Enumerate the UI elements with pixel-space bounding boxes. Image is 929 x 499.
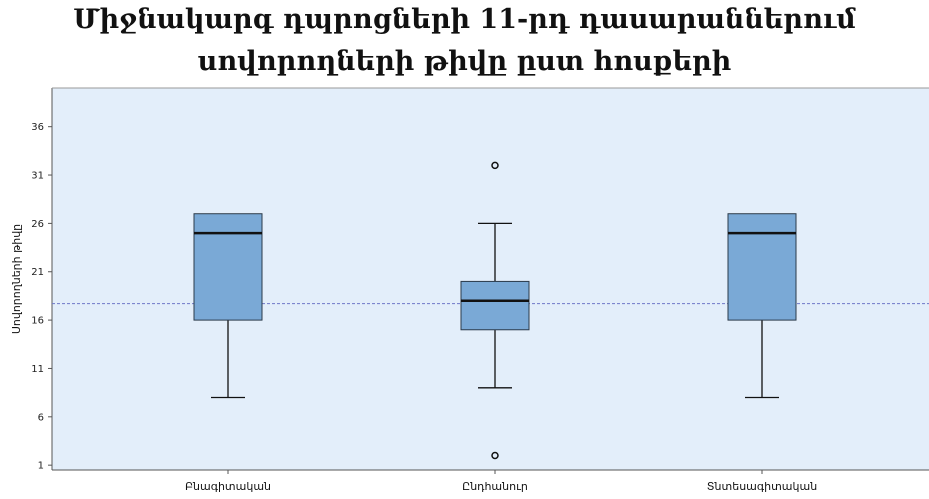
x-tick-label-2: Ընդհանուր [462, 480, 528, 493]
chart-title-line-1: Միջնակարգ դպրոցների 11-րդ դասարաններում [73, 4, 856, 35]
y-tick-label: 1 [38, 461, 44, 472]
box-2-iqr-box [460, 280, 530, 331]
chart-title-line-2: սովորողների թիվը ըստ հոսքերի [197, 46, 732, 77]
y-axis-title: Սովորողների թիվը [10, 224, 23, 334]
y-tick-label: 6 [38, 412, 44, 423]
plot-area [52, 88, 929, 470]
y-tick-label: 21 [31, 267, 44, 278]
box-1-iqr-box [193, 213, 263, 321]
y-tick-label: 31 [31, 171, 44, 182]
y-tick-label: 36 [31, 122, 44, 133]
box-2-outlier [491, 451, 499, 460]
y-tick-label: 16 [31, 316, 44, 327]
y-tick-label: 11 [31, 364, 44, 375]
y-tick-label: 26 [31, 219, 44, 230]
x-tick-label-1: Բնագիտական [185, 480, 271, 493]
x-tick-label-3: Տնտեսագիտական [707, 480, 817, 493]
box-2-outlier [491, 161, 499, 170]
box-3-iqr-box [727, 213, 797, 321]
